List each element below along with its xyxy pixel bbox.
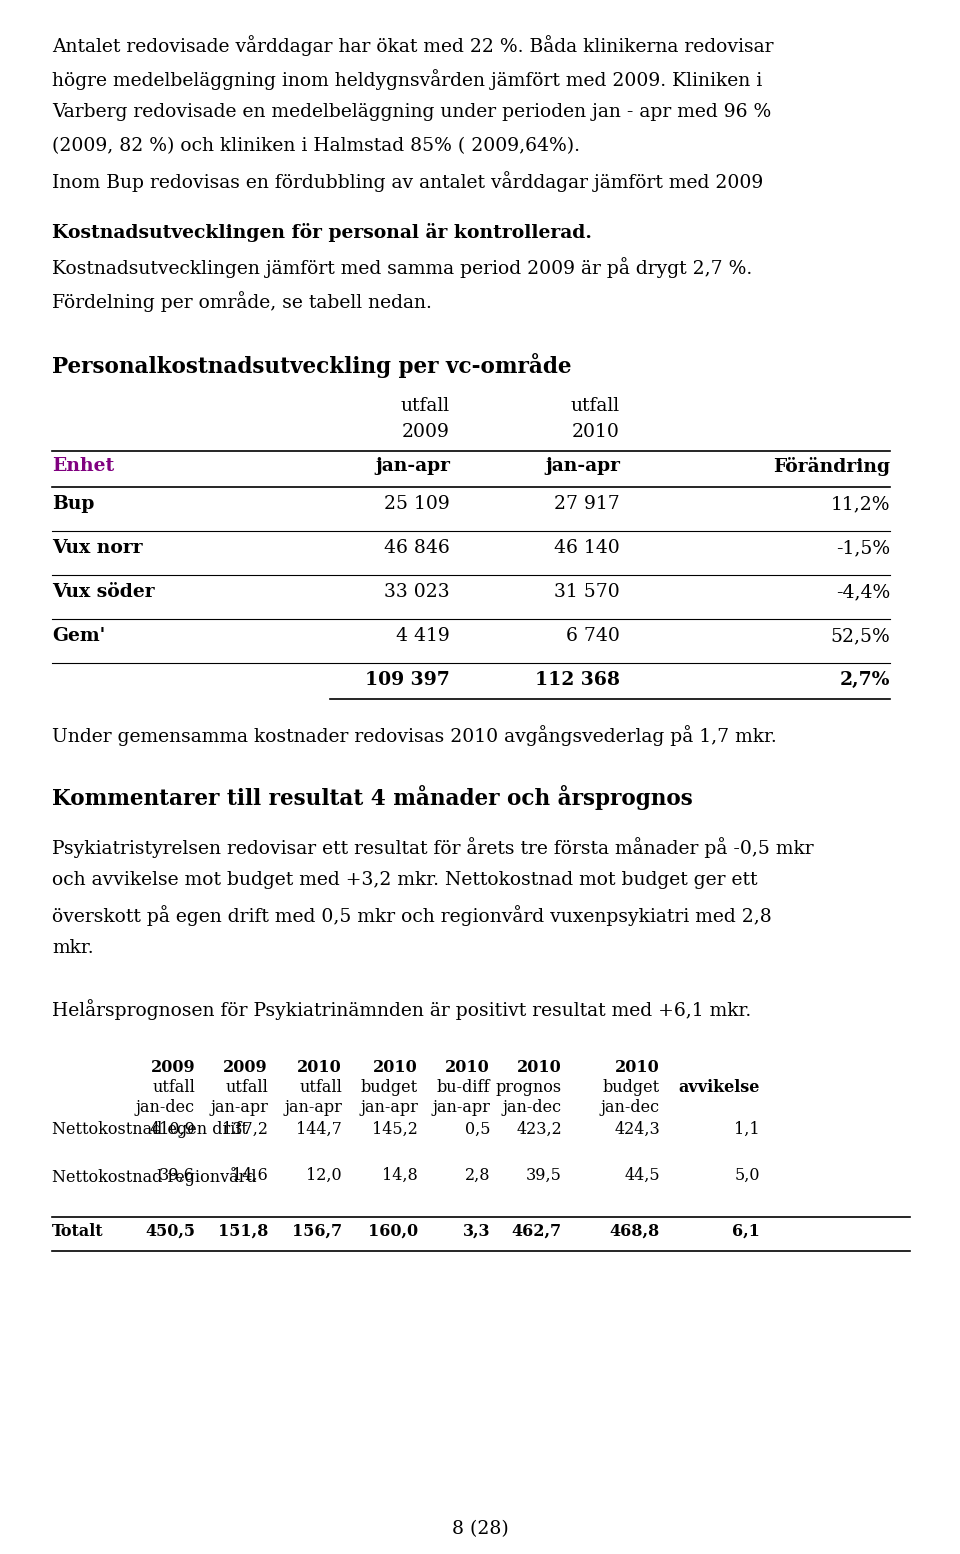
Text: Enhet: Enhet (52, 457, 114, 476)
Text: 11,2%: 11,2% (830, 496, 890, 513)
Text: 39,6: 39,6 (159, 1167, 195, 1184)
Text: 4 419: 4 419 (396, 626, 450, 645)
Text: högre medelbeläggning inom heldygnsvården jämfört med 2009. Kliniken i: högre medelbeläggning inom heldygnsvårde… (52, 68, 762, 90)
Text: 1,1: 1,1 (734, 1120, 760, 1138)
Text: Under gemensamma kostnader redovisas 2010 avgångsvederlag på 1,7 mkr.: Under gemensamma kostnader redovisas 201… (52, 726, 777, 746)
Text: 160,0: 160,0 (368, 1223, 418, 1240)
Text: Inom Bup redovisas en fördubbling av antalet vårddagar jämfört med 2009: Inom Bup redovisas en fördubbling av ant… (52, 171, 763, 193)
Text: Totalt: Totalt (52, 1223, 104, 1240)
Text: Helårsprognosen för Psykiatrinämnden är positivt resultat med +6,1 mkr.: Helårsprognosen för Psykiatrinämnden är … (52, 999, 752, 1019)
Text: jan-apr: jan-apr (210, 1099, 268, 1116)
Text: 0,5: 0,5 (465, 1120, 490, 1138)
Text: Nettokostnad egen drift: Nettokostnad egen drift (52, 1120, 248, 1138)
Text: 151,8: 151,8 (218, 1223, 268, 1240)
Text: Vux norr: Vux norr (52, 539, 143, 556)
Text: Förändring: Förändring (773, 457, 890, 476)
Text: utfall: utfall (152, 1078, 195, 1096)
Text: 14,6: 14,6 (232, 1167, 268, 1184)
Text: jan-apr: jan-apr (360, 1099, 418, 1116)
Text: 46 140: 46 140 (554, 539, 620, 556)
Text: 2,7%: 2,7% (839, 671, 890, 688)
Text: 33 023: 33 023 (384, 583, 450, 601)
Text: 6,1: 6,1 (732, 1223, 760, 1240)
Text: 462,7: 462,7 (512, 1223, 562, 1240)
Text: utfall: utfall (300, 1078, 342, 1096)
Text: Psykiatristyrelsen redovisar ett resultat för årets tre första månader på -0,5 m: Psykiatristyrelsen redovisar ett resulta… (52, 838, 814, 858)
Text: 468,8: 468,8 (610, 1223, 660, 1240)
Text: 2010: 2010 (373, 1058, 418, 1075)
Text: jan-dec: jan-dec (601, 1099, 660, 1116)
Text: 8 (28): 8 (28) (451, 1520, 509, 1538)
Text: jan-apr: jan-apr (432, 1099, 490, 1116)
Text: 112 368: 112 368 (535, 671, 620, 688)
Text: Varberg redovisade en medelbeläggning under perioden jan - apr med 96 %: Varberg redovisade en medelbeläggning un… (52, 103, 771, 121)
Text: 2010: 2010 (572, 423, 620, 441)
Text: 39,5: 39,5 (526, 1167, 562, 1184)
Text: 424,3: 424,3 (614, 1120, 660, 1138)
Text: (2009, 82 %) och kliniken i Halmstad 85% ( 2009,64%).: (2009, 82 %) och kliniken i Halmstad 85%… (52, 137, 580, 155)
Text: avvikelse: avvikelse (679, 1078, 760, 1096)
Text: 46 846: 46 846 (384, 539, 450, 556)
Text: jan-dec: jan-dec (503, 1099, 562, 1116)
Text: 2,8: 2,8 (465, 1167, 490, 1184)
Text: 450,5: 450,5 (145, 1223, 195, 1240)
Text: Kommentarer till resultat 4 månader och årsprognos: Kommentarer till resultat 4 månader och … (52, 785, 693, 810)
Text: 3,3: 3,3 (463, 1223, 490, 1240)
Text: bu-diff: bu-diff (437, 1078, 490, 1096)
Text: 44,5: 44,5 (624, 1167, 660, 1184)
Text: och avvikelse mot budget med +3,2 mkr. Nettokostnad mot budget ger ett: och avvikelse mot budget med +3,2 mkr. N… (52, 870, 757, 889)
Text: jan-apr: jan-apr (284, 1099, 342, 1116)
Text: jan-dec: jan-dec (136, 1099, 195, 1116)
Text: 137,2: 137,2 (222, 1120, 268, 1138)
Text: 5,0: 5,0 (734, 1167, 760, 1184)
Text: 2010: 2010 (517, 1058, 562, 1075)
Text: jan-apr: jan-apr (545, 457, 620, 476)
Text: Kostnadsutvecklingen jämfört med samma period 2009 är på drygt 2,7 %.: Kostnadsutvecklingen jämfört med samma p… (52, 256, 753, 278)
Text: 14,8: 14,8 (382, 1167, 418, 1184)
Text: jan-apr: jan-apr (375, 457, 450, 476)
Text: 2010: 2010 (298, 1058, 342, 1075)
Text: 25 109: 25 109 (384, 496, 450, 513)
Text: budget: budget (603, 1078, 660, 1096)
Text: -4,4%: -4,4% (836, 583, 890, 601)
Text: Fördelning per område, se tabell nedan.: Fördelning per område, se tabell nedan. (52, 291, 432, 312)
Text: Vux söder: Vux söder (52, 583, 155, 601)
Text: Nettokostnad regionvård: Nettokostnad regionvård (52, 1167, 256, 1186)
Text: utfall: utfall (571, 396, 620, 415)
Text: 6 740: 6 740 (566, 626, 620, 645)
Text: 410,9: 410,9 (149, 1120, 195, 1138)
Text: Kostnadsutvecklingen för personal är kontrollerad.: Kostnadsutvecklingen för personal är kon… (52, 224, 592, 242)
Text: Gem': Gem' (52, 626, 106, 645)
Text: 52,5%: 52,5% (830, 626, 890, 645)
Text: 2009: 2009 (151, 1058, 195, 1075)
Text: 2010: 2010 (445, 1058, 490, 1075)
Text: mkr.: mkr. (52, 939, 94, 957)
Text: 145,2: 145,2 (372, 1120, 418, 1138)
Text: 2009: 2009 (402, 423, 450, 441)
Text: Personalkostnadsutveckling per vc-område: Personalkostnadsutveckling per vc-område (52, 353, 571, 378)
Text: -1,5%: -1,5% (836, 539, 890, 556)
Text: Antalet redovisade vårddagar har ökat med 22 %. Båda klinikerna redovisar: Antalet redovisade vårddagar har ökat me… (52, 36, 774, 56)
Text: 31 570: 31 570 (554, 583, 620, 601)
Text: budget: budget (361, 1078, 418, 1096)
Text: 12,0: 12,0 (306, 1167, 342, 1184)
Text: Bup: Bup (52, 496, 94, 513)
Text: 2009: 2009 (224, 1058, 268, 1075)
Text: prognos: prognos (496, 1078, 562, 1096)
Text: utfall: utfall (226, 1078, 268, 1096)
Text: 27 917: 27 917 (554, 496, 620, 513)
Text: 156,7: 156,7 (292, 1223, 342, 1240)
Text: 423,2: 423,2 (516, 1120, 562, 1138)
Text: 144,7: 144,7 (296, 1120, 342, 1138)
Text: utfall: utfall (401, 396, 450, 415)
Text: 2010: 2010 (615, 1058, 660, 1075)
Text: överskott på egen drift med 0,5 mkr och regionvård vuxenpsykiatri med 2,8: överskott på egen drift med 0,5 mkr och … (52, 904, 772, 926)
Text: 109 397: 109 397 (365, 671, 450, 688)
